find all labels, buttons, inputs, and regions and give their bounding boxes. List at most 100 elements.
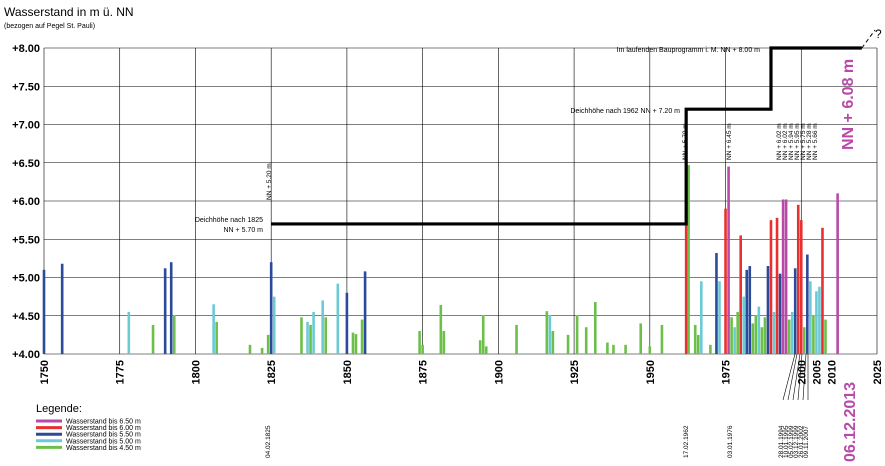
- bar: [821, 227, 824, 354]
- bar: [215, 321, 218, 354]
- level-annotation: NN + 5.28 m: [806, 123, 813, 160]
- x-tick-label: 1925: [569, 360, 581, 384]
- bar: [696, 334, 700, 354]
- bar: [163, 268, 167, 354]
- y-tick-label: +7.50: [12, 81, 40, 93]
- x-axis-ticks: 1750 1775 1800 1825 1850 1875 1900 1925 1950 1975…: [39, 360, 884, 384]
- y-tick-label: +4.50: [12, 311, 40, 323]
- x-tick-label: 2010: [827, 360, 839, 384]
- y-tick-label: +5.50: [12, 234, 40, 246]
- bar: [309, 324, 312, 354]
- level-annotation: NN + 5.70 m: [682, 123, 689, 160]
- bar: [693, 324, 697, 354]
- bar: [742, 296, 746, 354]
- bar: [42, 269, 46, 354]
- bar: [272, 296, 276, 354]
- bar: [566, 334, 570, 354]
- bar: [169, 262, 173, 354]
- event-date: 03.01.1976: [727, 425, 734, 458]
- bar: [739, 235, 742, 354]
- bar: [754, 315, 758, 354]
- legend-label: Wasserstand bis 4.50 m: [66, 445, 141, 452]
- dike-label-1825-line1: Deichhöhe nach 1825: [195, 217, 263, 224]
- bar: [772, 311, 776, 354]
- dike-label-program: Im laufenden Bauprogramm i. M. NN + 8.00…: [617, 47, 761, 54]
- dike-label-1962: Deichhöhe nach 1962 NN + 7.20 m: [570, 108, 680, 115]
- bar: [363, 271, 367, 354]
- bar: [781, 199, 785, 354]
- bar: [639, 323, 643, 354]
- bar: [548, 315, 552, 354]
- bar: [345, 292, 349, 354]
- bar: [212, 304, 215, 354]
- bar: [836, 193, 839, 354]
- bar: [624, 344, 627, 354]
- x-tick-label: 1800: [190, 360, 202, 384]
- legend-label: Wasserstand bis 5.50 m: [66, 432, 141, 439]
- bar: [551, 331, 555, 354]
- bar: [481, 315, 485, 354]
- bar: [709, 344, 712, 354]
- bar: [730, 317, 733, 354]
- event-date: 04.02.1825: [265, 425, 272, 458]
- level-annotation: NN + 5.66 m: [812, 123, 819, 160]
- bar: [751, 323, 755, 354]
- bar: [748, 266, 752, 354]
- bar: [127, 311, 131, 354]
- bar: [351, 332, 355, 354]
- grid: [43, 47, 878, 355]
- bar: [593, 301, 597, 354]
- bar: [687, 165, 690, 354]
- bar: [336, 283, 340, 354]
- bar: [715, 253, 718, 354]
- level-annotation: NN + 5.94 m: [788, 123, 795, 160]
- legend: Legende: Wasserstand bis 6.50 mWassersta…: [36, 403, 141, 452]
- bar: [612, 344, 615, 354]
- bar: [727, 166, 730, 354]
- event-date-leader: [792, 353, 801, 401]
- bar: [724, 208, 727, 354]
- y-tick-label: +8.00: [12, 43, 40, 55]
- bar: [736, 311, 739, 354]
- bar: [442, 331, 446, 354]
- bar: [306, 321, 309, 354]
- level-annotation: NN + 5.20 m: [266, 163, 273, 200]
- event-date: 05.02.1999: [788, 425, 795, 458]
- dike-label-1825-line2: NN + 5.70 m: [224, 227, 264, 234]
- bar: [787, 319, 791, 354]
- event-date-leader: [802, 353, 807, 401]
- dike-height-step-line: [271, 46, 862, 226]
- event-date: 10.01.1995: [783, 425, 790, 458]
- bar: [545, 311, 549, 354]
- bar: [809, 281, 812, 354]
- bar: [478, 340, 482, 354]
- bar: [421, 344, 424, 354]
- y-tick-label: +4.00: [12, 349, 40, 361]
- legend-label: Wasserstand bis 5.00 m: [66, 438, 141, 445]
- x-tick-label: 2000: [796, 360, 808, 384]
- chart-title: Wasserstand in m ü. NN: [4, 5, 134, 19]
- level-annotation: NN + 6.45 m: [726, 123, 733, 160]
- bar: [757, 306, 761, 354]
- bar: [793, 268, 797, 354]
- bar: [815, 291, 818, 354]
- bar: [806, 254, 809, 354]
- bar: [799, 220, 803, 354]
- x-tick-label: 1825: [266, 360, 278, 384]
- bars: [42, 165, 839, 354]
- bar: [151, 324, 155, 354]
- event-date: 03.12.1999: [793, 425, 800, 458]
- bar: [60, 263, 64, 354]
- bar: [321, 300, 324, 354]
- bar: [778, 273, 782, 354]
- x-tick-label: 1850: [342, 360, 354, 384]
- legend-label: Wasserstand bis 6.50 m: [66, 419, 141, 426]
- dike-projection-dashed: [861, 29, 876, 49]
- y-axis-ticks: +4.00 +4.50 +5.00 +5.50 +6.00 +6.50 +7.00 +7.50…: [12, 43, 40, 361]
- level-annotation: NN + 5.95 m: [794, 123, 801, 160]
- bar: [260, 347, 264, 354]
- event-date-leader: [787, 353, 798, 401]
- bar: [700, 281, 703, 354]
- event-date: 09.11.2007: [803, 426, 810, 458]
